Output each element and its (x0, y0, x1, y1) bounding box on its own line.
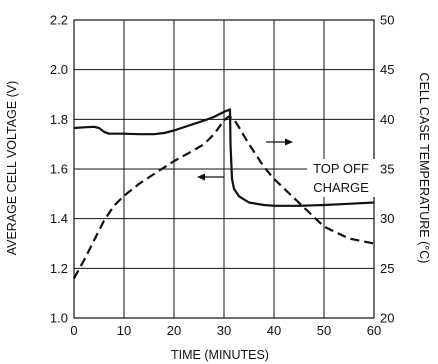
y-right-tick-label: 25 (380, 261, 394, 276)
y-right-tick-label: 20 (380, 311, 394, 326)
x-tick-label: 40 (267, 323, 281, 338)
x-tick-label: 60 (367, 323, 381, 338)
y-right-tick-label: 45 (380, 62, 394, 77)
y-right-axis-title: CELL CASE TEMPERATURE (°C) (417, 73, 431, 264)
x-axis-title: TIME (MINUTES) (171, 348, 269, 362)
y-left-tick-label: 1.6 (50, 162, 68, 177)
y-left-tick-label: 1.2 (50, 261, 68, 276)
y-left-tick-label: 2.2 (50, 13, 68, 28)
right-arrow-icon (266, 138, 293, 146)
y-left-tick-label: 1.0 (50, 311, 68, 326)
x-tick-label: 10 (117, 323, 131, 338)
series-layer (73, 108, 375, 279)
voltage-series-line (73, 108, 375, 207)
y-left-tick-label: 1.4 (50, 211, 68, 226)
x-tick-label: 50 (317, 323, 331, 338)
y-right-tick-label: 30 (380, 211, 394, 226)
x-tick-label: 30 (217, 323, 231, 338)
tick-labels: 0 10 20 30 40 50 60 1.0 20 1.2 25 1.4 30 1.6 35 1.8 40 2.… (50, 13, 395, 339)
annotation-background (307, 159, 375, 197)
annotation-top-off: TOP OFF (313, 161, 369, 176)
y-right-tick-label: 40 (380, 112, 394, 127)
x-tick-label: 20 (167, 323, 181, 338)
y-left-tick-label: 2.0 (50, 62, 68, 77)
left-arrow-icon (197, 173, 224, 181)
y-left-axis-title: AVERAGE CELL VOLTAGE (V) (5, 81, 19, 256)
x-tick-label: 0 (70, 323, 77, 338)
y-left-tick-label: 1.8 (50, 112, 68, 127)
y-right-tick-label: 35 (380, 162, 394, 177)
temperature-series-line (73, 115, 375, 279)
y-right-tick-label: 50 (380, 13, 394, 28)
annotation-charge: CHARGE (313, 180, 369, 195)
